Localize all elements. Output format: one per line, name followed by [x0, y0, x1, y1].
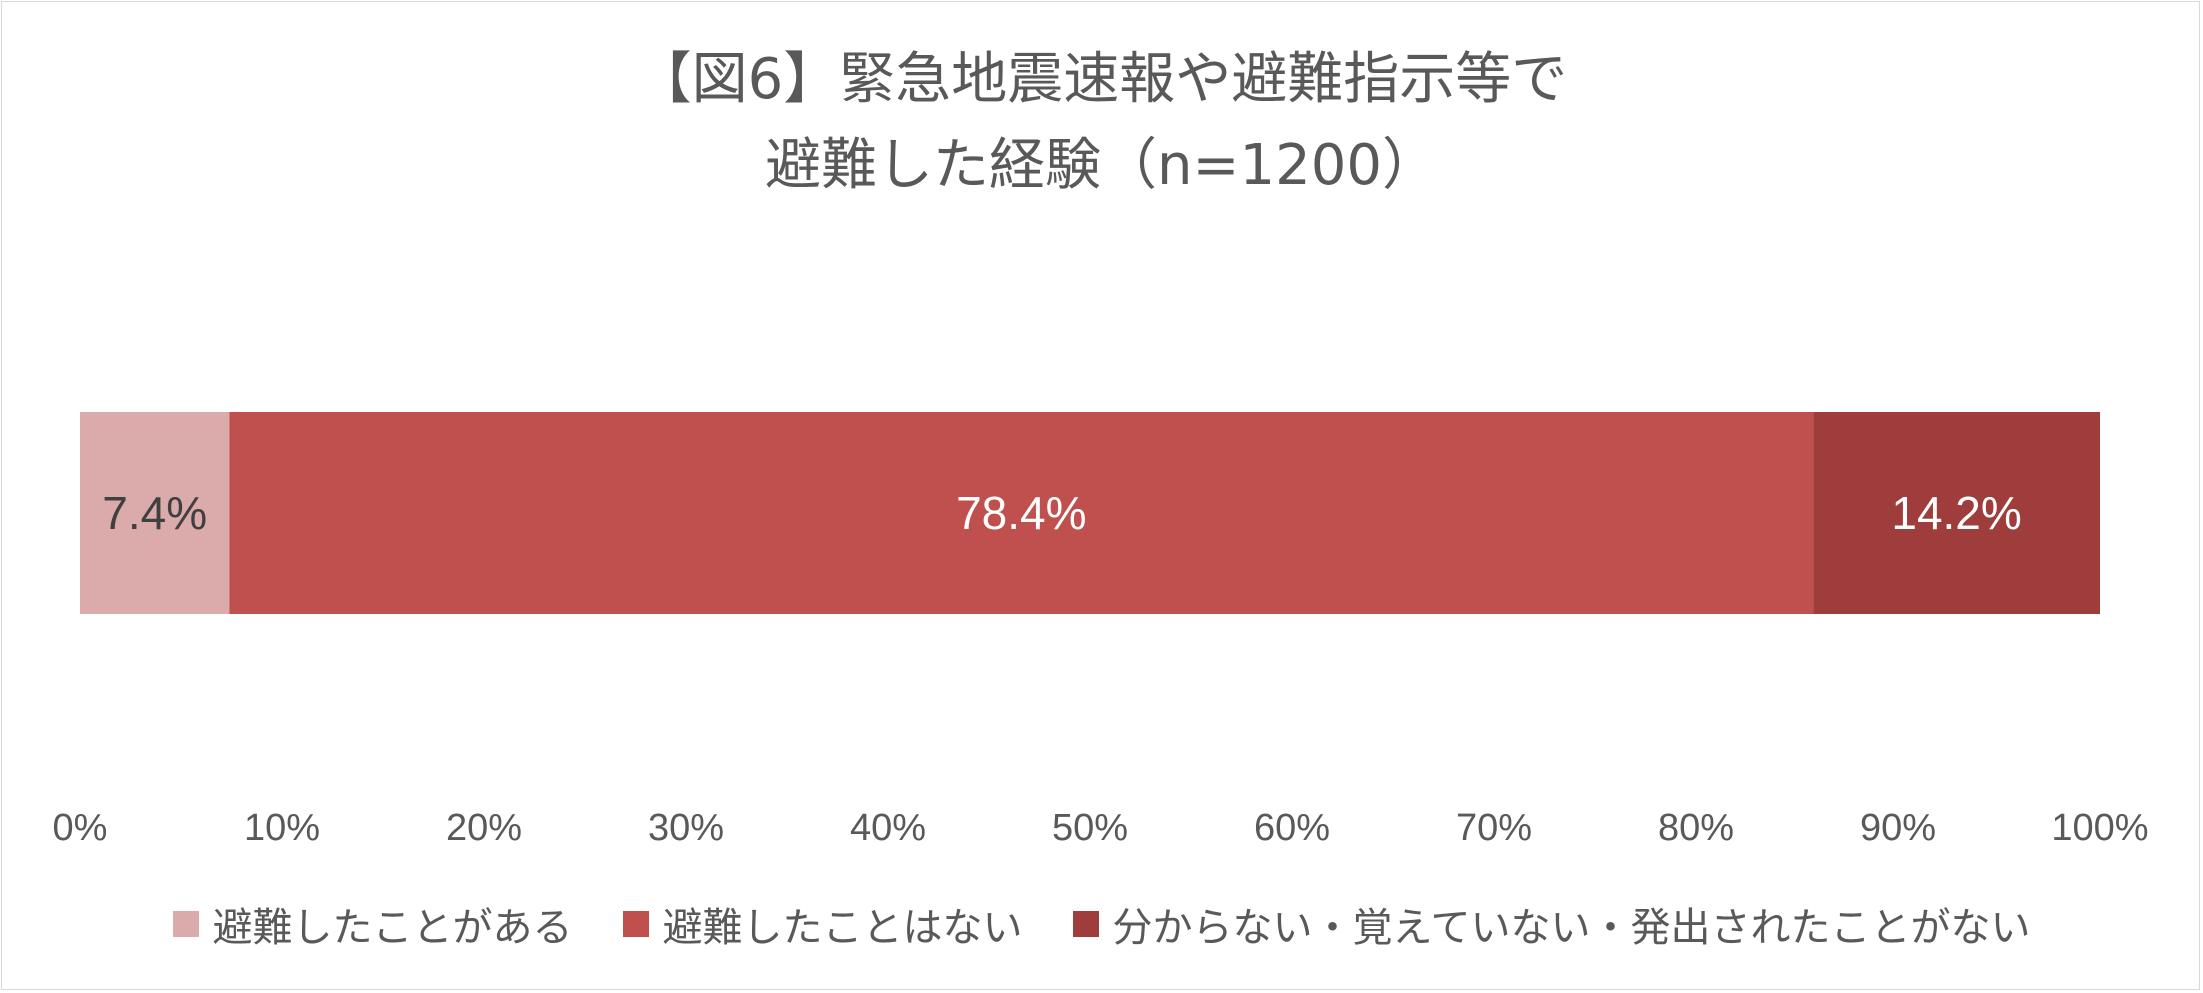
- legend-swatch: [622, 911, 649, 937]
- x-tick-label: 80%: [1658, 807, 1734, 849]
- legend-label: 避難したことがある: [212, 905, 573, 951]
- x-tick-label: 100%: [2051, 807, 2148, 849]
- legend-item-unknown: 分からない・覚えていない・発出されたことがない: [1072, 895, 2031, 953]
- x-tick-label: 30%: [648, 807, 724, 849]
- chart-title-line-1: 【図6】緊急地震速報や避難指示等で: [635, 47, 1568, 112]
- chart-legend: 避難したことがある 避難したことはない 分からない・覚えていない・発出されたこと…: [0, 895, 2203, 953]
- x-tick-label: 90%: [1860, 807, 1936, 849]
- legend-label: 分からない・覚えていない・発出されたことがない: [1112, 905, 2031, 951]
- x-tick-label: 60%: [1254, 807, 1330, 849]
- bar-segment-3: [1813, 412, 2100, 614]
- x-tick-label: 40%: [850, 807, 926, 849]
- x-tick-label: 20%: [446, 807, 522, 849]
- data-label-3: 14.2%: [1891, 487, 2021, 539]
- legend-label: 避難したことはない: [662, 905, 1023, 951]
- legend-swatch: [1072, 911, 1099, 937]
- x-tick-label: 10%: [244, 807, 320, 849]
- chart-title-line-2: 避難した経験（n=1200）: [765, 133, 1438, 198]
- x-tick-label: 50%: [1052, 807, 1128, 849]
- data-label-1: 7.4%: [102, 487, 207, 539]
- legend-swatch: [172, 911, 199, 937]
- data-label-2: 78.4%: [956, 487, 1086, 539]
- x-tick-label: 70%: [1456, 807, 1532, 849]
- legend-item-evacuated: 避難したことがある: [172, 895, 573, 953]
- x-tick-label: 0%: [53, 807, 108, 849]
- legend-item-not-evacuated: 避難したことはない: [622, 895, 1023, 953]
- bar-segment-1: [80, 412, 230, 614]
- bar-segment-2: [229, 412, 1814, 614]
